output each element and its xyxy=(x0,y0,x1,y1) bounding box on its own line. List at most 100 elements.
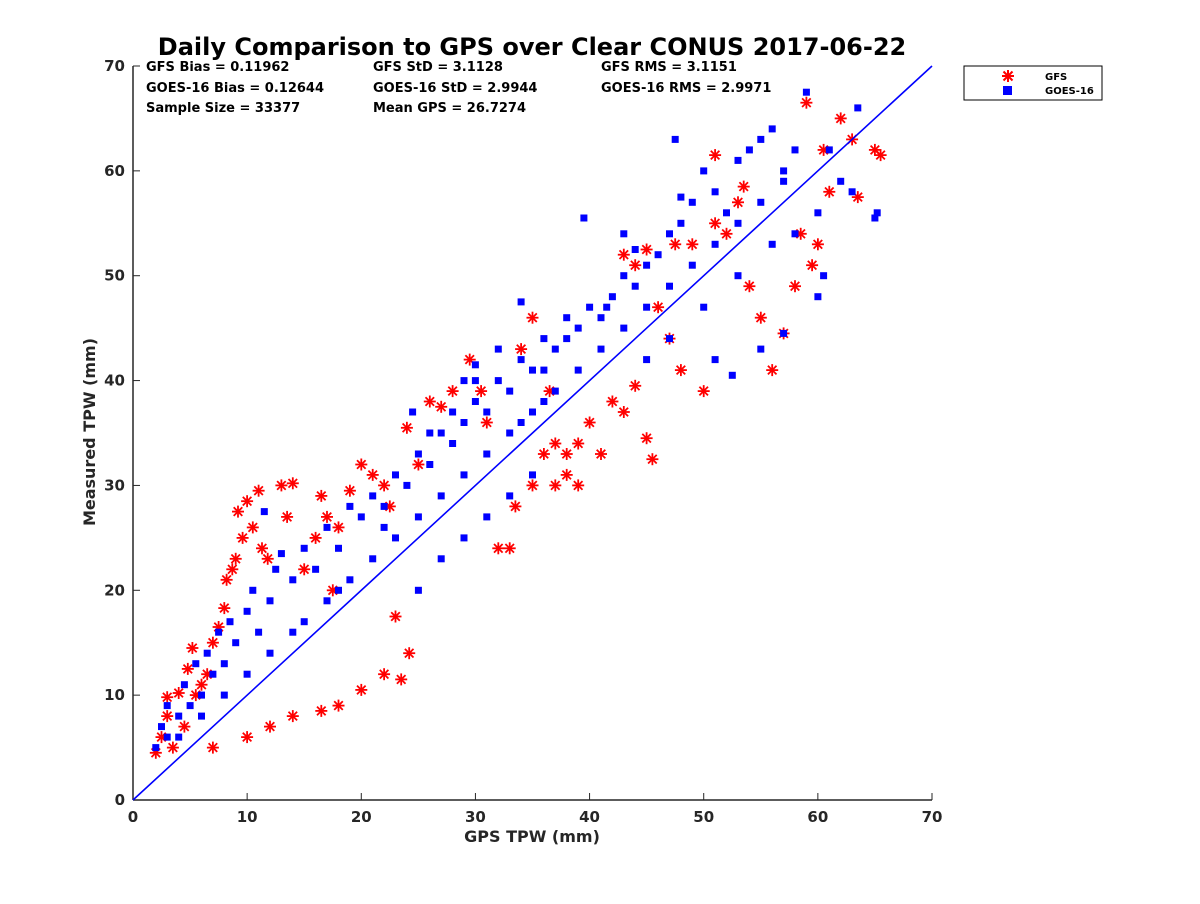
data-point-goes16 xyxy=(232,639,240,647)
data-point-goes16 xyxy=(825,146,833,154)
data-point-goes16 xyxy=(300,544,308,552)
data-point-goes16 xyxy=(873,209,881,217)
data-point-goes16 xyxy=(460,377,468,385)
x-tick-label: 50 xyxy=(693,808,714,826)
data-point-goes16 xyxy=(409,408,417,416)
data-point-gfs xyxy=(332,699,345,712)
data-point-goes16 xyxy=(312,565,320,573)
data-point-goes16 xyxy=(574,366,582,374)
data-point-goes16 xyxy=(266,597,274,605)
legend-box xyxy=(963,65,1103,101)
data-point-goes16 xyxy=(163,702,171,710)
data-point-gfs xyxy=(332,521,345,534)
data-point-gfs xyxy=(492,542,505,555)
data-point-goes16 xyxy=(700,167,708,175)
data-point-goes16 xyxy=(711,188,719,196)
data-point-goes16 xyxy=(180,681,188,689)
data-point-goes16 xyxy=(631,282,639,290)
data-point-goes16 xyxy=(369,555,377,563)
data-point-goes16 xyxy=(449,440,457,447)
data-point-goes16 xyxy=(346,502,354,510)
data-point-goes16 xyxy=(494,345,502,353)
data-point-goes16 xyxy=(700,303,708,311)
data-point-gfs xyxy=(218,602,231,615)
y-tick-label: 50 xyxy=(104,267,125,285)
data-point-goes16 xyxy=(814,293,822,301)
x-tick-label: 60 xyxy=(807,808,828,826)
data-point-gfs xyxy=(669,238,682,251)
data-point-goes16 xyxy=(426,461,434,468)
data-point-gfs xyxy=(186,642,199,654)
data-point-gfs xyxy=(181,662,194,675)
y-tick-label: 20 xyxy=(104,581,125,599)
data-point-gfs xyxy=(503,542,516,555)
data-point-goes16 xyxy=(186,702,194,710)
data-point-goes16 xyxy=(449,408,457,416)
y-tick-label: 0 xyxy=(115,791,125,809)
data-point-goes16 xyxy=(603,303,611,311)
legend-item-gfs: GFS xyxy=(1002,70,1067,83)
data-point-goes16 xyxy=(380,523,388,531)
data-point-gfs xyxy=(246,521,259,534)
data-point-goes16 xyxy=(380,502,388,510)
legend: GFS GOES-16 xyxy=(963,65,1103,101)
data-point-gfs xyxy=(378,479,391,492)
data-point-goes16 xyxy=(392,471,399,479)
y-tick-label: 40 xyxy=(104,372,125,390)
data-point-gfs xyxy=(298,563,311,576)
data-point-gfs xyxy=(195,678,208,691)
y-tick-label: 10 xyxy=(104,686,125,704)
data-point-gfs xyxy=(241,731,254,744)
data-point-gfs xyxy=(732,196,744,209)
data-point-gfs xyxy=(806,259,819,272)
data-point-goes16 xyxy=(666,335,673,343)
data-point-gfs xyxy=(572,479,585,492)
data-point-gfs xyxy=(549,479,562,492)
data-point-gfs xyxy=(206,636,219,649)
data-point-gfs xyxy=(629,259,642,272)
data-point-gfs xyxy=(220,573,233,586)
data-point-goes16 xyxy=(820,272,828,280)
data-point-goes16 xyxy=(323,523,331,531)
data-point-goes16 xyxy=(677,219,685,227)
data-point-gfs xyxy=(161,710,174,723)
stat-goes-bias: GOES-16 Bias = 0.12644 xyxy=(146,81,324,96)
data-point-goes16 xyxy=(814,209,822,217)
data-point-gfs xyxy=(256,542,268,555)
data-point-gfs xyxy=(236,531,249,544)
data-point-gfs xyxy=(252,484,265,497)
data-point-goes16 xyxy=(631,246,639,253)
data-point-goes16 xyxy=(654,251,662,259)
data-point-goes16 xyxy=(272,565,280,573)
data-point-goes16 xyxy=(734,156,742,164)
data-point-goes16 xyxy=(226,618,234,626)
stat-mean-gps: Mean GPS = 26.7274 xyxy=(373,101,526,116)
data-point-gfs xyxy=(640,432,653,445)
y-tick-label: 70 xyxy=(104,57,125,75)
data-point-gfs xyxy=(789,280,801,293)
one-to-one-line xyxy=(132,65,933,801)
data-point-gfs xyxy=(343,484,356,497)
data-point-goes16 xyxy=(335,544,342,552)
data-point-goes16 xyxy=(506,492,514,500)
stat-gfs-std: GFS StD = 3.1128 xyxy=(373,60,503,75)
data-point-goes16 xyxy=(426,429,434,437)
y-tick-label: 30 xyxy=(104,476,125,494)
data-point-goes16 xyxy=(494,377,502,385)
data-point-gfs xyxy=(674,364,687,377)
data-point-goes16 xyxy=(460,419,468,426)
data-point-goes16 xyxy=(198,712,205,720)
data-point-goes16 xyxy=(757,198,765,206)
data-point-gfs xyxy=(560,448,573,460)
data-point-goes16 xyxy=(300,618,308,626)
data-point-goes16 xyxy=(688,261,696,269)
data-point-goes16 xyxy=(608,293,616,301)
data-point-goes16 xyxy=(506,429,514,437)
data-point-goes16 xyxy=(335,586,342,594)
data-point-goes16 xyxy=(346,576,354,584)
data-point-goes16 xyxy=(483,513,491,521)
data-point-goes16 xyxy=(220,660,228,668)
data-point-gfs xyxy=(355,458,368,471)
data-point-gfs xyxy=(355,683,368,696)
